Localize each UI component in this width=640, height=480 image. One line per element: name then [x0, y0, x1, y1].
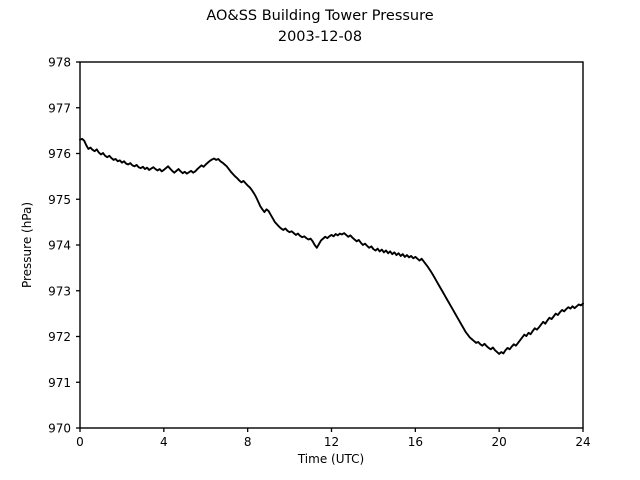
y-tick-label: 978 [48, 56, 71, 70]
x-tick-label: 4 [160, 435, 168, 449]
x-axis-label: Time (UTC) [297, 452, 364, 466]
chart-title-line1: AO&SS Building Tower Pressure [206, 8, 433, 24]
y-axis-ticks: 970 971 972 973 974 975 976 977 978 [48, 56, 80, 436]
y-tick-label: 970 [48, 422, 71, 436]
plot-frame [79, 61, 584, 429]
y-tick-label: 972 [48, 330, 71, 344]
x-tick-label: 16 [408, 435, 423, 449]
y-tick-label: 973 [48, 284, 71, 298]
x-tick-label: 0 [76, 435, 84, 449]
pressure-series-line [79, 137, 584, 355]
x-tick-label: 8 [244, 435, 252, 449]
y-axis-label: Pressure (hPa) [20, 202, 34, 288]
x-axis-ticks: 0 4 8 12 16 20 24 [76, 428, 591, 449]
y-tick-label: 977 [48, 101, 71, 115]
x-tick-label: 24 [575, 435, 590, 449]
y-tick-label: 975 [48, 193, 71, 207]
y-tick-label: 971 [48, 376, 71, 390]
x-tick-label: 20 [492, 435, 507, 449]
y-tick-label: 974 [48, 239, 71, 253]
chart-title-line2: 2003-12-08 [278, 29, 362, 45]
y-tick-label: 976 [48, 147, 71, 161]
x-tick-label: 12 [324, 435, 339, 449]
